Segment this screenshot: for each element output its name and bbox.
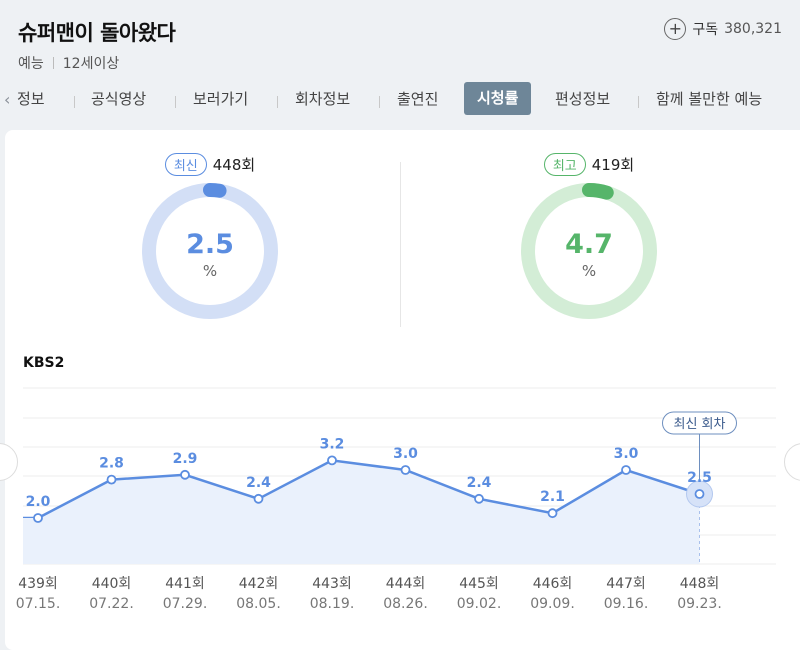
data-point — [180, 469, 190, 480]
subscribe-button[interactable]: + 구독 380,321 — [664, 18, 782, 40]
data-point — [327, 455, 337, 466]
best-rating-unit: % — [581, 262, 597, 280]
program-meta: 예능 12세이상 — [18, 53, 119, 73]
x-tick-date: 09.23. — [677, 596, 722, 612]
tab-divider — [74, 96, 75, 108]
data-label: 2.0 — [26, 494, 51, 510]
tab-divider — [638, 96, 639, 108]
latest-badge: 최신 — [164, 153, 207, 176]
x-tick-episode: 443회 — [312, 576, 352, 592]
tab-similar-shows[interactable]: 함께 볼만한 예능 — [656, 90, 763, 108]
latest-rating: 최신 448회 2.5 % — [90, 153, 330, 333]
x-tick-date: 07.22. — [89, 596, 134, 612]
x-tick-episode: 446회 — [533, 576, 573, 592]
latest-rating-unit: % — [202, 262, 218, 280]
data-point — [400, 465, 411, 475]
x-tick-date: 09.16. — [604, 596, 649, 612]
x-tick-episode: 445회 — [459, 576, 499, 592]
best-rating: 최고 419회 4.7 % — [469, 153, 709, 333]
program-title: 슈퍼맨이 돌아왔다 — [18, 21, 176, 45]
tab-episodes[interactable]: 회차정보 — [295, 90, 351, 108]
genre-label[interactable]: 예능 — [18, 56, 44, 72]
stats-divider — [400, 162, 401, 327]
ratings-line-chart: 최신 회차 2.0 439회 07.15. 2.8 440회 07.22. 2.9 441회 07… — [16, 387, 776, 612]
data-label: 2.4 — [246, 475, 271, 491]
best-badge: 최고 — [543, 153, 586, 176]
latest-marker-text: 최신 회차 — [674, 417, 726, 432]
x-tick-date: 09.09. — [530, 596, 575, 612]
gauge-arc — [582, 183, 614, 200]
x-tick-date: 08.19. — [310, 596, 355, 612]
data-label: 3.2 — [320, 436, 345, 452]
tab-bar: ‹ 정보 공식영상 보러가기 회차정보 출연진 시청률 편성정보 함께 볼만한 … — [0, 82, 800, 118]
plus-icon: + — [664, 18, 687, 40]
latest-rating-value: 2.5 — [186, 229, 234, 260]
x-tick-episode: 447회 — [606, 576, 646, 592]
x-tick-episode: 448회 — [680, 576, 720, 592]
x-tick-date: 09.02. — [457, 596, 502, 612]
data-label: 2.1 — [540, 489, 565, 505]
network-label: KBS2 — [23, 355, 65, 371]
tab-divider — [379, 96, 380, 108]
data-point — [253, 493, 264, 504]
data-point — [547, 508, 558, 519]
data-label: 3.0 — [393, 446, 418, 462]
data-label: 2.5 — [687, 470, 712, 486]
data-point — [106, 474, 117, 485]
tab-official-video[interactable]: 공식영상 — [91, 90, 147, 108]
tab-divider — [277, 96, 278, 108]
area-fill — [38, 460, 700, 564]
x-tick-date: 08.05. — [236, 596, 281, 612]
latest-episode-marker: 최신 회차 — [662, 411, 737, 435]
program-header: 슈퍼맨이 돌아왔다 예능 12세이상 + 구독 380,321 — [0, 0, 800, 82]
best-rating-value: 4.7 — [565, 229, 613, 260]
data-point — [33, 513, 43, 523]
series-line — [37, 459, 700, 520]
age-rating-label: 12세이상 — [62, 56, 120, 72]
x-tick-episode: 441회 — [165, 576, 205, 592]
data-label: 2.9 — [173, 451, 198, 467]
data-label: 3.0 — [614, 446, 639, 462]
x-tick-date: 08.26. — [383, 596, 428, 612]
tab-divider — [175, 96, 176, 108]
data-label: 2.8 — [99, 456, 124, 472]
meta-divider — [52, 57, 54, 69]
tab-watch[interactable]: 보러가기 — [193, 90, 249, 108]
tab-ratings[interactable]: 시청률 — [464, 82, 532, 115]
best-episode: 419회 — [591, 156, 635, 174]
tab-schedule[interactable]: 편성정보 — [555, 90, 611, 108]
data-point — [621, 465, 631, 475]
x-tick-episode: 442회 — [239, 576, 279, 592]
x-tick-episode: 439회 — [18, 576, 58, 592]
data-point — [474, 493, 484, 504]
tab-info[interactable]: 정보 — [17, 90, 45, 108]
latest-episode: 448회 — [212, 156, 256, 174]
latest-rating-header: 최신 448회 — [90, 153, 330, 176]
x-tick-episode: 444회 — [386, 576, 426, 592]
gauge-arc — [203, 183, 227, 198]
best-gauge — [521, 183, 657, 319]
best-rating-header: 최고 419회 — [469, 153, 709, 176]
latest-gauge — [142, 183, 278, 319]
data-point — [694, 489, 705, 499]
chevron-left-icon[interactable]: ‹ — [4, 90, 11, 109]
area-fill-lead — [23, 518, 38, 564]
subscriber-count: 380,321 — [724, 21, 782, 37]
data-label: 2.4 — [467, 475, 492, 491]
x-tick-date: 07.29. — [163, 596, 208, 612]
tab-cast[interactable]: 출연진 — [397, 90, 439, 108]
x-tick-episode: 440회 — [92, 576, 132, 592]
x-tick-date: 07.15. — [16, 596, 61, 612]
subscribe-label: 구독 — [692, 22, 719, 38]
